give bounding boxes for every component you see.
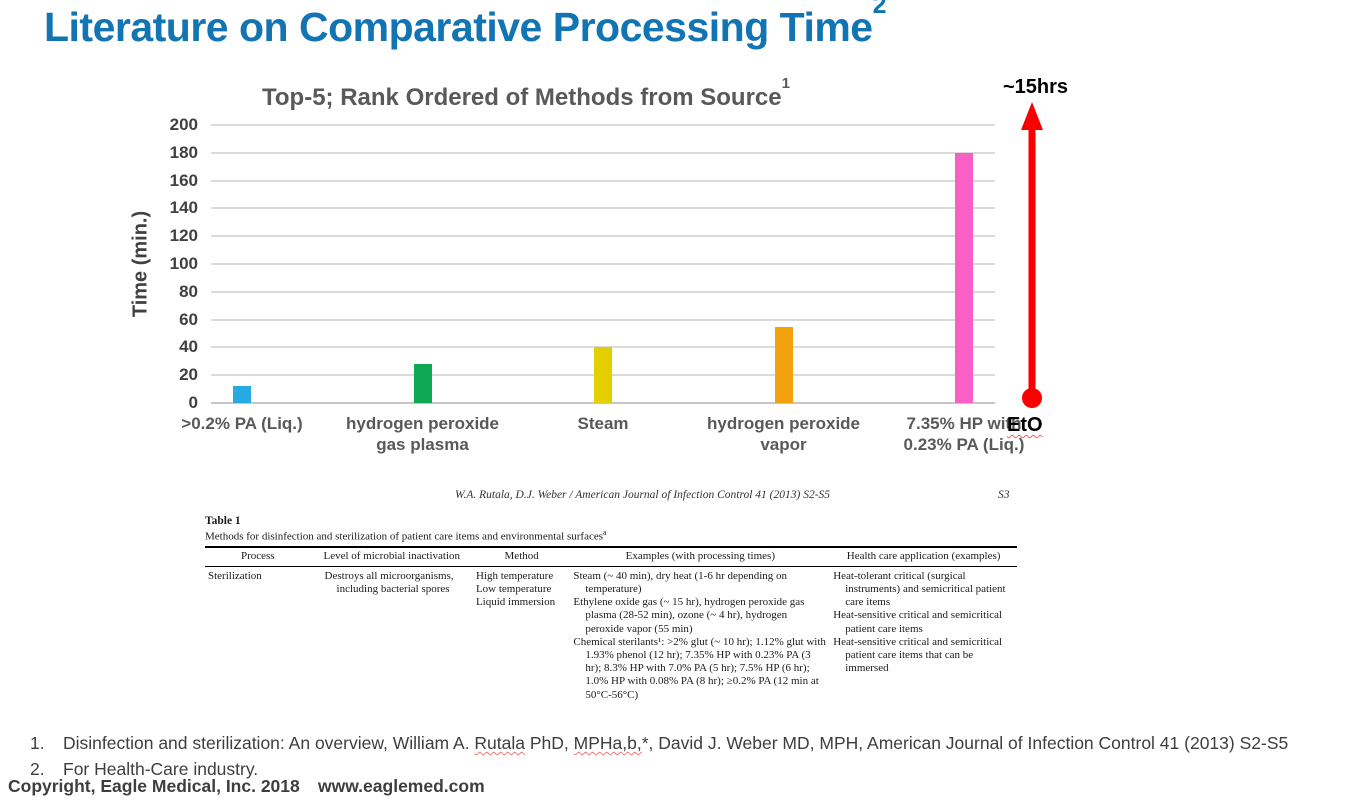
eto-hours-label: ~15hrs [1003,76,1069,98]
column-header-method: Method [472,546,571,567]
chart-title: Top-5; Rank Ordered of Methods from Sour… [211,75,841,112]
cell-application: Heat-tolerant critical (surgical instrum… [830,566,1017,704]
journal-running-head: W.A. Rutala, D.J. Weber / American Journ… [454,489,831,501]
y-tick-label: 140 [169,198,198,218]
y-axis-ticks: 0 20 40 60 80 100 120 140 160 180 200 [118,115,198,412]
application-paragraph: Heat-sensitive critical and semicritical… [833,635,1003,675]
cell-process: Sterilization [208,569,262,582]
table-caption-text: Methods for disinfection and sterilizati… [205,530,604,543]
application-paragraph: Heat-tolerant critical (surgical instrum… [833,569,1006,609]
eto-label: EtO [1007,414,1043,436]
copyright-text: Copyright, Eagle Medical, Inc. 2018 [8,776,300,796]
method-line: Low temperature [475,583,552,596]
y-tick-label: 80 [179,281,198,301]
slide-title-superscript: 2 [872,0,887,20]
cell-examples: Steam (~ 40 min), dry heat (1-6 hr depen… [570,566,830,704]
slide-title: Literature on Comparative Processing Tim… [44,0,887,51]
eto-annotation: ~15hrs EtO [995,76,1110,456]
journal-page-number: S3 [998,489,1010,501]
examples-paragraph: Ethylene oxide gas (~ 15 hr), hydrogen p… [573,596,805,635]
x-axis-label: >0.2% PA (Liq.) [181,414,303,433]
footnote-1-number: 1. [30,733,45,753]
y-tick-label: 0 [188,393,198,412]
cell-level-text: Destroys all microorganisms, including b… [324,569,454,596]
footnote-1-segment: MPHa,b, [573,733,642,753]
slide-title-text: Literature on Comparative Processing Tim… [44,4,873,50]
x-axis-label: 7.35% HP with 0.23% PA (Liq.) [903,414,1025,454]
plot-area [211,124,995,404]
gridline [211,263,995,265]
bar-1 [233,386,251,403]
table-caption-superscript: a [603,528,607,537]
column-header-process: Process [205,546,311,567]
bar-3 [594,347,612,403]
footnote-2-text: For Health-Care industry. [63,759,259,779]
cell-method: High temperature Low temperature Liquid … [473,566,570,704]
footnote-1: 1. Disinfection and sterilization: An ov… [30,730,1355,756]
gridline [211,318,995,321]
y-tick-label: 200 [169,115,198,134]
y-tick-label: 160 [169,170,198,190]
gridline [211,346,995,349]
application-paragraph: Heat-sensitive critical and semicritical… [833,609,1003,635]
x-axis-label: hydrogen peroxide vapor [706,414,861,454]
x-axis-labels: >0.2% PA (Liq.) hydrogen peroxide gas pla… [181,414,1024,470]
y-tick-label: 40 [179,337,198,357]
gridline [211,179,995,182]
table-row: Sterilization Destroys all microorganism… [205,566,1017,704]
examples-paragraph: Steam (~ 40 min), dry heat (1-6 hr depen… [573,569,788,596]
y-tick-label: 180 [169,142,198,162]
examples-paragraph: Chemical sterilants¹: >2% glut (~ 10 hr)… [573,635,826,701]
bar-2 [413,364,432,403]
footnote-2: 2. For Health-Care industry. [30,756,1355,782]
y-tick-label: 20 [179,365,198,385]
chart-title-text: Top-5; Rank Ordered of Methods from Sour… [262,84,782,111]
table-label: Table 1 [205,515,241,527]
gridline [211,124,995,126]
gridline [211,235,995,238]
gridline [211,207,995,210]
cell-level: Destroys all microorganisms, including b… [311,566,473,704]
bar-5 [955,152,973,403]
y-tick-label: 60 [179,309,198,329]
table-caption: Methods for disinfection and sterilizati… [205,528,1017,543]
footnote-2-number: 2. [30,759,45,779]
x-axis-label: hydrogen peroxide gas plasma [345,414,500,454]
method-line: High temperature [475,569,554,582]
footnote-1-segment: Disinfection and sterilization: An overv… [63,733,475,753]
gridline [211,290,995,293]
column-header-level: Level of microbial inactivation [310,546,473,567]
table-header-row: Process Level of microbial inactivation … [205,546,1017,567]
table-grid: Process Level of microbial inactivation … [205,545,1017,705]
bar-4 [774,326,793,403]
y-tick-label: 100 [169,254,198,273]
chart-title-superscript: 1 [781,75,790,92]
journal-table: Table 1 Methods for disinfection and ste… [205,515,1017,705]
footnote-1-text: Disinfection and sterilization: An overv… [63,730,1288,756]
column-header-application: Health care application (examples) [830,546,1017,567]
gridline [211,151,995,154]
x-axis-label: Steam [577,414,629,433]
gridline [211,402,995,404]
footnote-1-segment: Rutala [474,733,526,753]
y-tick-label: 120 [169,226,198,246]
website-text: www.eaglemed.com [318,776,485,796]
footnote-1-segment: PhD, [525,733,574,753]
footnote-1-segment: *, David J. Weber MD, MPH, American Jour… [641,733,1289,753]
footnotes: 1. Disinfection and sterilization: An ov… [30,730,1355,782]
red-arrow-icon [1021,102,1043,408]
method-line: Liquid immersion [475,596,556,609]
column-header-examples: Examples (with processing times) [570,546,831,567]
